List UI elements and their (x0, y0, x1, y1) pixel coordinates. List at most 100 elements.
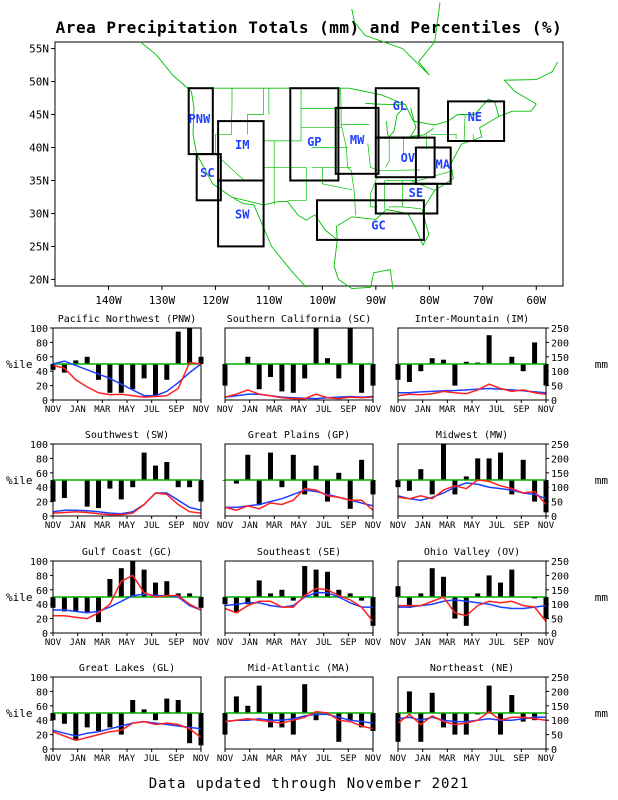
percentile-bar (61, 480, 67, 498)
percentile-bar (175, 480, 181, 488)
x-tick-label: MAR (439, 638, 456, 648)
percentile-bar (302, 566, 308, 597)
y-left-tick-label: 40 (36, 483, 48, 494)
y-left-tick-label: 20 (36, 731, 48, 742)
lon-label-2: 120W (202, 294, 229, 307)
region-label-se: SE (409, 186, 423, 200)
x-tick-label: NOV (217, 638, 234, 648)
percentile-bar (164, 581, 170, 597)
percentile-bar (406, 691, 412, 713)
percentile-bar (290, 597, 296, 601)
percentile-bar (418, 593, 424, 597)
y-right-tick-label: 200 (551, 571, 569, 582)
x-tick-label: JAN (70, 754, 86, 764)
percentile-bar (441, 359, 446, 364)
percentile-bar (313, 465, 319, 480)
percentile-bar (153, 364, 158, 396)
percentile-bar (336, 713, 342, 742)
x-tick-label: MAY (464, 638, 481, 648)
percentile-bar (175, 331, 181, 364)
y-right-tick-label: 250 (551, 673, 569, 684)
x-tick-label: MAY (119, 754, 136, 764)
normal-precip-line (53, 593, 202, 614)
y-right-tick-label: 0 (551, 629, 557, 640)
x-tick-label: MAY (119, 405, 136, 415)
y-left-tick-label: 0 (42, 512, 48, 523)
x-tick-label: JUL (144, 638, 160, 648)
lon-label-6: 80W (419, 294, 439, 307)
y-left-tick-label: 100 (30, 440, 48, 451)
percentile-bar (290, 364, 296, 393)
lat-label-2: 45N (29, 109, 49, 122)
y-left-tick-label: 100 (30, 324, 48, 335)
percentile-bar (268, 364, 273, 377)
region-label-pnw: PNW (189, 112, 211, 126)
percentile-bar (532, 342, 538, 364)
observed-precip-line (224, 710, 374, 730)
map-frame (54, 41, 564, 287)
percentile-bar (153, 582, 158, 597)
percentile-bar (336, 364, 342, 379)
y-right-tick-label: 50 (551, 382, 563, 393)
state-line-0 (247, 88, 264, 135)
x-tick-label: MAR (266, 754, 283, 764)
percentile-bar (141, 709, 147, 713)
x-tick-label: SEP (340, 754, 357, 764)
percentile-bar (130, 700, 136, 713)
percentile-axis-label: %ile (6, 591, 33, 604)
chart-title-2: Inter-Mountain (IM) (415, 314, 529, 325)
state-line-5 (322, 167, 352, 191)
x-tick-label: JAN (242, 521, 258, 531)
x-tick-label: JAN (415, 405, 431, 415)
percentile-bar (498, 452, 503, 480)
x-tick-label: JUL (144, 754, 160, 764)
observed-precip-line (53, 574, 202, 620)
percentile-bar (325, 358, 330, 364)
x-tick-label: JAN (70, 521, 86, 531)
y-left-tick-label: 100 (30, 557, 48, 568)
observed-precip-line (224, 389, 374, 400)
normal-precip-line (52, 720, 202, 737)
state-line-19 (377, 169, 421, 171)
percentile-bar (73, 360, 79, 364)
x-tick-label: SEP (513, 405, 530, 415)
region-box-gp (289, 87, 340, 182)
y-left-tick-label: 100 (30, 673, 48, 684)
x-tick-label: NOV (45, 638, 62, 648)
region-label-sw: SW (235, 208, 250, 222)
map-outline-2 (333, 239, 394, 290)
region-label-mw: MW (350, 133, 365, 147)
y-right-tick-label: 250 (551, 557, 569, 568)
map-outline-1 (335, 103, 537, 247)
x-tick-label: JUL (316, 754, 332, 764)
percentile-bar (486, 575, 492, 597)
chart-panel-0: Pacific Northwest (PNW) NOV JAN MAR MAY JUL SE… (30, 314, 210, 415)
percentile-bar (336, 589, 342, 597)
x-tick-label: JUL (316, 405, 332, 415)
percentile-bar (84, 597, 90, 613)
percentile-bar (418, 364, 424, 372)
percentile-bar (164, 462, 170, 480)
y-left-tick-label: 80 (36, 338, 48, 349)
percentile-bar (498, 582, 503, 597)
region-box-ov (374, 136, 436, 179)
region-label-gc: GC (371, 218, 385, 232)
y-left-tick-label: 20 (36, 382, 48, 393)
map-outline-10 (503, 61, 559, 105)
x-tick-label: MAY (291, 754, 308, 764)
percentile-bar (118, 713, 124, 735)
percentile-bar (452, 364, 458, 386)
region-box-gc (316, 199, 425, 241)
x-tick-label: NOV (193, 754, 210, 764)
percentile-axis-label: %ile (6, 707, 33, 720)
map-outline-8 (365, 102, 405, 106)
y-right-tick-label: 250 (551, 440, 569, 451)
observed-precip-line (52, 361, 202, 398)
chart-title-4: Great Plains (GP) (248, 430, 350, 441)
percentile-bar (268, 593, 273, 597)
percentile-bar (130, 561, 136, 597)
percentile-bar (107, 713, 113, 728)
percentile-bar (406, 364, 412, 382)
chart-title-6: Gulf Coast (GC) (82, 547, 172, 558)
state-line-6 (340, 88, 356, 216)
